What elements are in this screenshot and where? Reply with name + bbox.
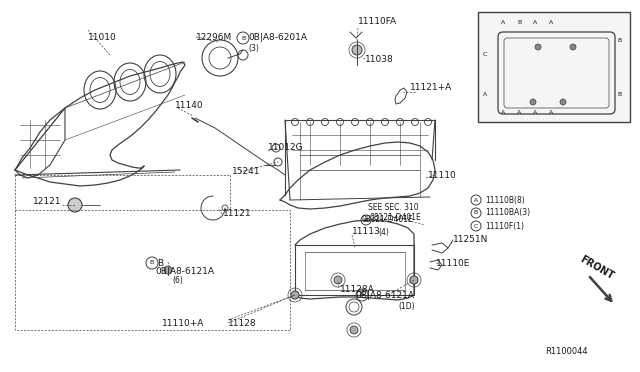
Text: 11012G: 11012G <box>268 144 303 153</box>
Text: (4): (4) <box>378 228 389 237</box>
Text: A: A <box>474 198 478 202</box>
Text: B: B <box>241 35 245 41</box>
Text: 11113: 11113 <box>352 228 381 237</box>
Text: 11038: 11038 <box>365 55 394 64</box>
Text: 11110FA: 11110FA <box>358 17 397 26</box>
Text: 12296M: 12296M <box>196 32 232 42</box>
Text: 11110B(8): 11110B(8) <box>485 196 525 205</box>
Text: B: B <box>474 211 478 215</box>
Text: 08121-D401E: 08121-D401E <box>369 214 420 222</box>
Circle shape <box>164 266 172 274</box>
Text: 12121: 12121 <box>33 198 61 206</box>
Circle shape <box>68 198 82 212</box>
Text: (6): (6) <box>172 276 183 285</box>
Text: 11121+A: 11121+A <box>410 83 452 93</box>
Text: B: B <box>150 260 154 266</box>
Text: A: A <box>501 19 505 25</box>
Text: 11251N: 11251N <box>453 235 488 244</box>
Circle shape <box>291 291 299 299</box>
Text: 11110: 11110 <box>428 170 457 180</box>
Text: B: B <box>517 19 521 25</box>
Circle shape <box>530 99 536 105</box>
Text: 11128: 11128 <box>228 318 257 327</box>
Text: C: C <box>483 52 487 58</box>
Text: C: C <box>474 224 478 228</box>
Text: 11140: 11140 <box>175 100 204 109</box>
Text: (1D): (1D) <box>398 301 415 311</box>
Circle shape <box>560 99 566 105</box>
Text: 0B|A8-6121A: 0B|A8-6121A <box>355 291 414 299</box>
Circle shape <box>352 45 362 55</box>
Circle shape <box>410 276 418 284</box>
Text: 0B|A8-6121A: 0B|A8-6121A <box>155 267 214 276</box>
Text: 11121: 11121 <box>223 209 252 218</box>
Text: 11110+A: 11110+A <box>162 318 204 327</box>
Circle shape <box>410 276 418 284</box>
Text: (3): (3) <box>248 44 259 52</box>
Text: 11010: 11010 <box>88 32 116 42</box>
Circle shape <box>334 276 342 284</box>
Circle shape <box>350 326 358 334</box>
Text: R1100044: R1100044 <box>545 347 588 356</box>
Text: B: B <box>364 218 368 222</box>
Text: A: A <box>483 93 487 97</box>
Text: 11110BA(3): 11110BA(3) <box>485 208 530 218</box>
Text: A: A <box>533 19 537 25</box>
Text: FRONT: FRONT <box>578 254 615 282</box>
Circle shape <box>535 44 541 50</box>
Text: SEE SEC. 310: SEE SEC. 310 <box>368 203 419 212</box>
Text: 08121-D401E: 08121-D401E <box>361 215 413 224</box>
Text: 11110F(1): 11110F(1) <box>485 221 524 231</box>
Text: A: A <box>533 109 537 115</box>
Text: B: B <box>617 93 621 97</box>
Text: B: B <box>617 38 621 42</box>
Text: 15241: 15241 <box>232 167 260 176</box>
Text: 0B|A8-6201A: 0B|A8-6201A <box>248 33 307 42</box>
Text: 11128A: 11128A <box>340 285 375 295</box>
Bar <box>478 12 630 122</box>
Text: A: A <box>549 109 553 115</box>
Text: B: B <box>360 292 364 298</box>
Text: 11110E: 11110E <box>436 259 470 267</box>
Text: B: B <box>157 259 163 267</box>
Text: A: A <box>517 109 521 115</box>
Circle shape <box>570 44 576 50</box>
Text: A: A <box>501 109 505 115</box>
Text: A: A <box>549 19 553 25</box>
Circle shape <box>291 291 299 299</box>
